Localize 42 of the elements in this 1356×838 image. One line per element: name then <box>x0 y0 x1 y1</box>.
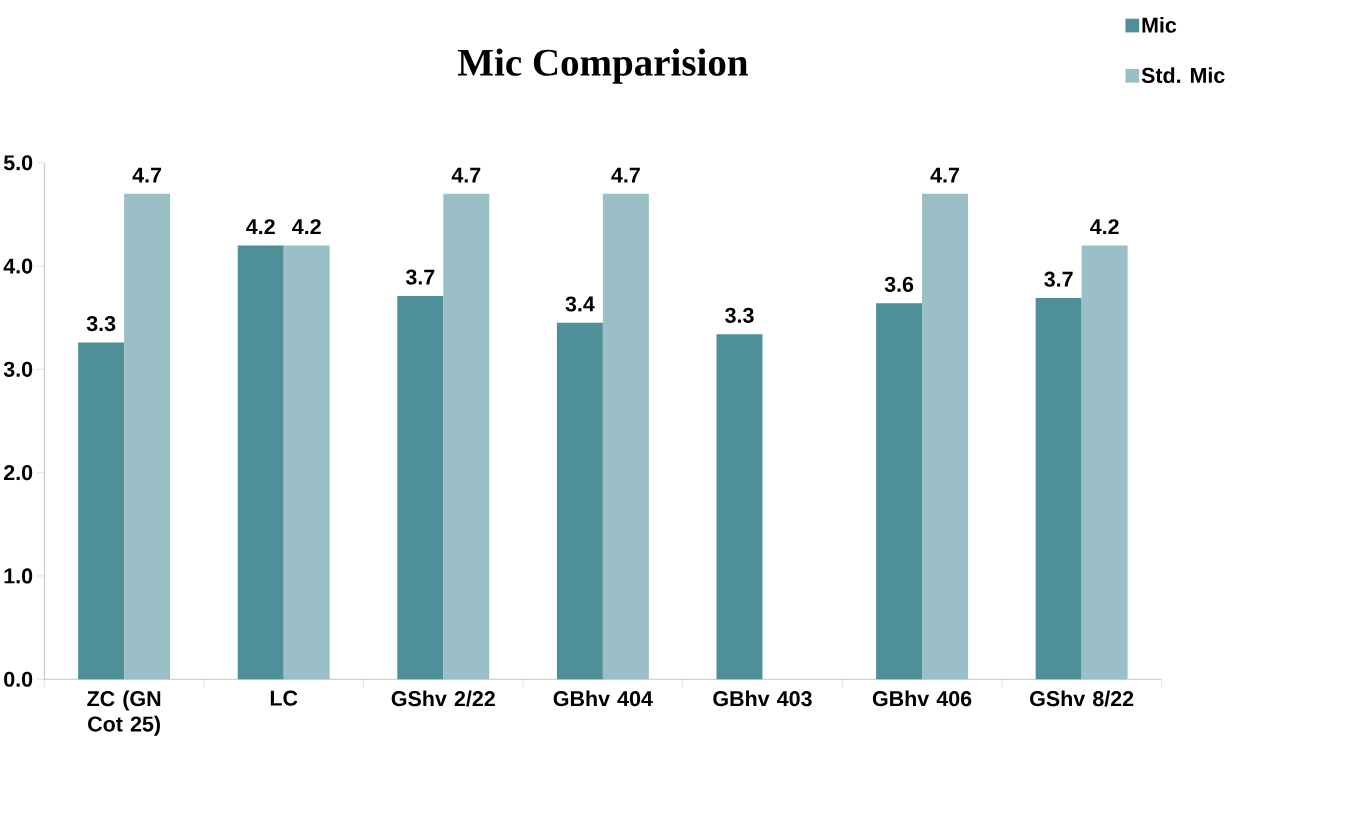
bar <box>397 295 444 680</box>
data-label: 3.6 <box>884 276 914 292</box>
data-label: 4.2 <box>292 218 321 234</box>
data-label: 4.7 <box>451 167 481 183</box>
bar <box>237 245 284 680</box>
x-tick-label: GBhv 404 <box>553 690 653 707</box>
x-tick-label: GShv 2/22 <box>391 690 495 707</box>
legend-label: Mic <box>1142 16 1177 33</box>
bar <box>602 193 649 680</box>
data-label: 3.7 <box>405 269 435 285</box>
data-label: 4.7 <box>132 167 162 183</box>
y-tick-label: 3.0 <box>3 361 33 377</box>
data-label: 4.2 <box>246 218 275 234</box>
x-tick-label: GBhv 406 <box>872 690 972 707</box>
data-label: 3.7 <box>1044 271 1073 287</box>
legend-label: Std. Mic <box>1141 67 1225 83</box>
y-tick-label: 5.0 <box>3 154 33 171</box>
y-tick-label: 0.0 <box>4 671 33 687</box>
bar <box>124 193 171 680</box>
data-label: 4.2 <box>1090 218 1119 234</box>
bar <box>78 342 125 680</box>
chart-title: Mic Comparision <box>457 48 748 84</box>
data-label: 4.7 <box>611 167 640 183</box>
bar <box>283 245 330 680</box>
x-tick-label: GShv 8/22 <box>1030 690 1134 707</box>
bar <box>556 322 603 680</box>
bar <box>1035 297 1082 680</box>
y-tick-label: 4.0 <box>3 258 33 274</box>
x-tick-label: LC <box>270 690 298 706</box>
y-tick-label: 1.0 <box>4 568 33 584</box>
y-tick-label: 2.0 <box>4 464 33 481</box>
data-label: 4.7 <box>930 167 960 183</box>
x-tick-label: GBhv 403 <box>713 690 812 707</box>
bar <box>716 334 763 680</box>
bar <box>876 303 923 680</box>
data-label: 3.3 <box>86 315 116 332</box>
x-tick-label: ZC (GN Cot 25) <box>87 690 161 736</box>
bar <box>922 193 969 680</box>
bar <box>1081 245 1128 680</box>
bar <box>443 193 490 680</box>
data-label: 3.4 <box>565 296 595 312</box>
data-label: 3.3 <box>725 307 754 323</box>
